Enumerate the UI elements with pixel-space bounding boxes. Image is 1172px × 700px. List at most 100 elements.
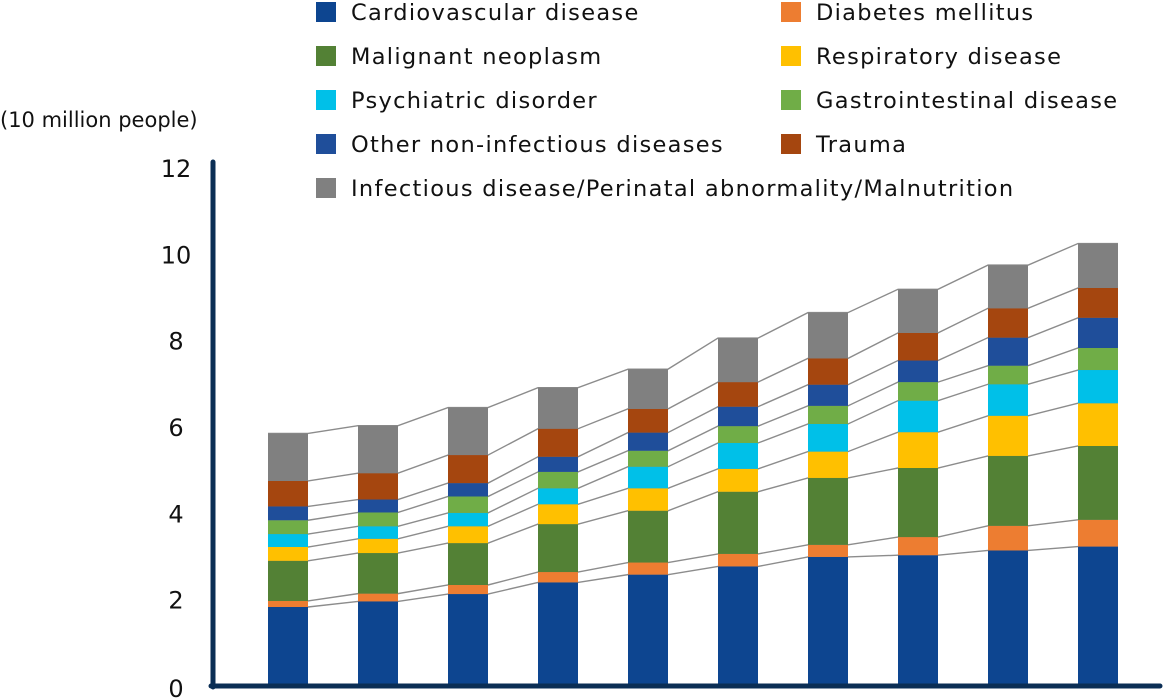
legend-swatch-trauma [781,134,801,154]
connector-line-cardiovascular-disease [268,545,1118,608]
bar-segment-cardiovascular-disease-3 [448,594,488,686]
bar-segment-malignant-neoplasm-5 [628,510,668,563]
bar-segment-other-non-infectious-diseases-8 [898,360,938,383]
bar-segment-cardiovascular-disease-6 [718,566,758,686]
legend-swatch-diabetes-mellitus [781,2,801,22]
bar-segment-other-non-infectious-diseases-3 [448,483,488,497]
bar-segment-gastrointestinal-disease-2 [358,512,398,527]
bar-segment-psychiatric-disorder-1 [268,534,308,548]
bar-segment-cardiovascular-disease-7 [808,556,848,686]
bar-segment-trauma-1 [268,480,308,507]
bar-segment-respiratory-disease-9 [988,415,1028,456]
bar-segment-psychiatric-disorder-7 [808,423,848,452]
legend-label-psychiatric-disorder: Psychiatric disorder [351,88,598,114]
connector-line-trauma [268,287,1118,482]
bar-segment-gastrointestinal-disease-10 [1078,348,1118,371]
bar-segment-respiratory-disease-5 [628,488,668,511]
bar-segment-cardiovascular-disease-10 [1078,546,1118,686]
bar-segment-trauma-6 [718,382,758,407]
bar-segment-psychiatric-disorder-4 [538,488,578,505]
bar-segment-other-non-infectious-diseases-10 [1078,317,1118,349]
bar-segment-trauma-8 [898,332,938,361]
bar-segment-infectious-disease-perinatal-abnormality-malnutrition-6 [718,338,758,383]
y-tick-label-10: 10 [161,241,192,269]
bar-segment-malignant-neoplasm-3 [448,543,488,585]
bar-segment-malignant-neoplasm-6 [718,491,758,554]
bar-segment-respiratory-disease-1 [268,547,308,561]
bar-segment-trauma-9 [988,308,1028,338]
bar-segment-psychiatric-disorder-9 [988,384,1028,416]
bar-segment-psychiatric-disorder-2 [358,526,398,539]
bar-segment-trauma-4 [538,428,578,457]
y-tick-label-2: 2 [168,587,183,615]
y-tick-label-0: 0 [168,675,183,700]
legend-swatch-cardiovascular-disease [316,2,336,22]
bar-segment-trauma-7 [808,358,848,385]
bar-segment-gastrointestinal-disease-7 [808,405,848,424]
bar-segment-cardiovascular-disease-2 [358,601,398,686]
bar-segment-diabetes-mellitus-9 [988,525,1028,551]
bar-segment-respiratory-disease-4 [538,504,578,525]
bar-segment-other-non-infectious-diseases-6 [718,406,758,427]
bar-segment-diabetes-mellitus-5 [628,562,668,575]
y-tick-label-12: 12 [161,155,192,183]
legend-swatch-gastrointestinal-disease [781,90,801,110]
bar-segment-diabetes-mellitus-1 [268,600,308,608]
connector-line-diabetes-mellitus [268,519,1118,602]
bar-segment-diabetes-mellitus-6 [718,553,758,567]
bar-segment-psychiatric-disorder-10 [1078,370,1118,404]
bar-segment-gastrointestinal-disease-5 [628,450,668,467]
y-tick-label-6: 6 [168,414,183,442]
bar-segment-trauma-5 [628,408,668,433]
bar-segment-other-non-infectious-diseases-4 [538,456,578,472]
bar-segment-psychiatric-disorder-3 [448,512,488,527]
bar-segment-gastrointestinal-disease-4 [538,471,578,489]
bar-segment-cardiovascular-disease-1 [268,607,308,686]
bar-segment-respiratory-disease-6 [718,468,758,492]
bar-segment-infectious-disease-perinatal-abnormality-malnutrition-4 [538,387,578,429]
bar-segment-malignant-neoplasm-9 [988,455,1028,526]
bar-segment-other-non-infectious-diseases-2 [358,499,398,513]
axes: 0 2 4 6 8 10 12 [161,155,1163,700]
bar-segment-diabetes-mellitus-3 [448,584,488,595]
bar-segment-cardiovascular-disease-4 [538,582,578,686]
bar-segment-respiratory-disease-10 [1078,403,1118,446]
bar-segment-infectious-disease-perinatal-abnormality-malnutrition-10 [1078,243,1118,289]
bar-segment-respiratory-disease-2 [358,538,398,554]
legend-swatch-psychiatric-disorder [316,90,336,110]
bar-segment-diabetes-mellitus-2 [358,593,398,602]
legend-label-cardiovascular-disease: Cardiovascular disease [351,0,640,26]
legend-swatch-respiratory-disease [781,46,801,66]
connector-line-infectious-disease-perinatal-abnormality-malnutrition [268,242,1118,435]
bar-segment-gastrointestinal-disease-3 [448,496,488,513]
bar-segment-diabetes-mellitus-10 [1078,519,1118,547]
bar-segment-gastrointestinal-disease-1 [268,520,308,535]
bar-segment-malignant-neoplasm-8 [898,468,938,538]
y-tick-label-8: 8 [168,328,183,356]
bar-segment-infectious-disease-perinatal-abnormality-malnutrition-3 [448,407,488,456]
bar-segment-infectious-disease-perinatal-abnormality-malnutrition-8 [898,289,938,333]
legend-label-trauma: Trauma [815,132,907,158]
connector-line-gastrointestinal-disease [268,347,1118,521]
bar-segment-diabetes-mellitus-4 [538,572,578,583]
bar-segment-other-non-infectious-diseases-5 [628,432,668,451]
bar-segment-cardiovascular-disease-5 [628,574,668,686]
bar-segment-respiratory-disease-3 [448,526,488,544]
bar-segment-respiratory-disease-7 [808,451,848,478]
bar-segment-trauma-3 [448,455,488,484]
bar-segment-infectious-disease-perinatal-abnormality-malnutrition-1 [268,433,308,481]
bar-segment-malignant-neoplasm-1 [268,560,308,601]
bar-segment-psychiatric-disorder-5 [628,466,668,489]
bar-segment-trauma-10 [1078,288,1118,318]
bar-segment-malignant-neoplasm-7 [808,477,848,545]
bar-segment-cardiovascular-disease-8 [898,555,938,686]
connector-line-psychiatric-disorder [268,369,1118,535]
legend-label-diabetes-mellitus: Diabetes mellitus [816,0,1034,26]
bar-segment-gastrointestinal-disease-6 [718,426,758,443]
bar-segment-infectious-disease-perinatal-abnormality-malnutrition-2 [358,425,398,474]
bar-segment-trauma-2 [358,473,398,500]
legend-swatch-malignant-neoplasm [316,46,336,66]
legend: Cardiovascular disease Diabetes mellitus M… [316,0,1117,202]
bar-segment-cardiovascular-disease-9 [988,550,1028,686]
legend-swatch-infectious-disease-perinatal-abnormality-malnutrition [316,178,336,198]
